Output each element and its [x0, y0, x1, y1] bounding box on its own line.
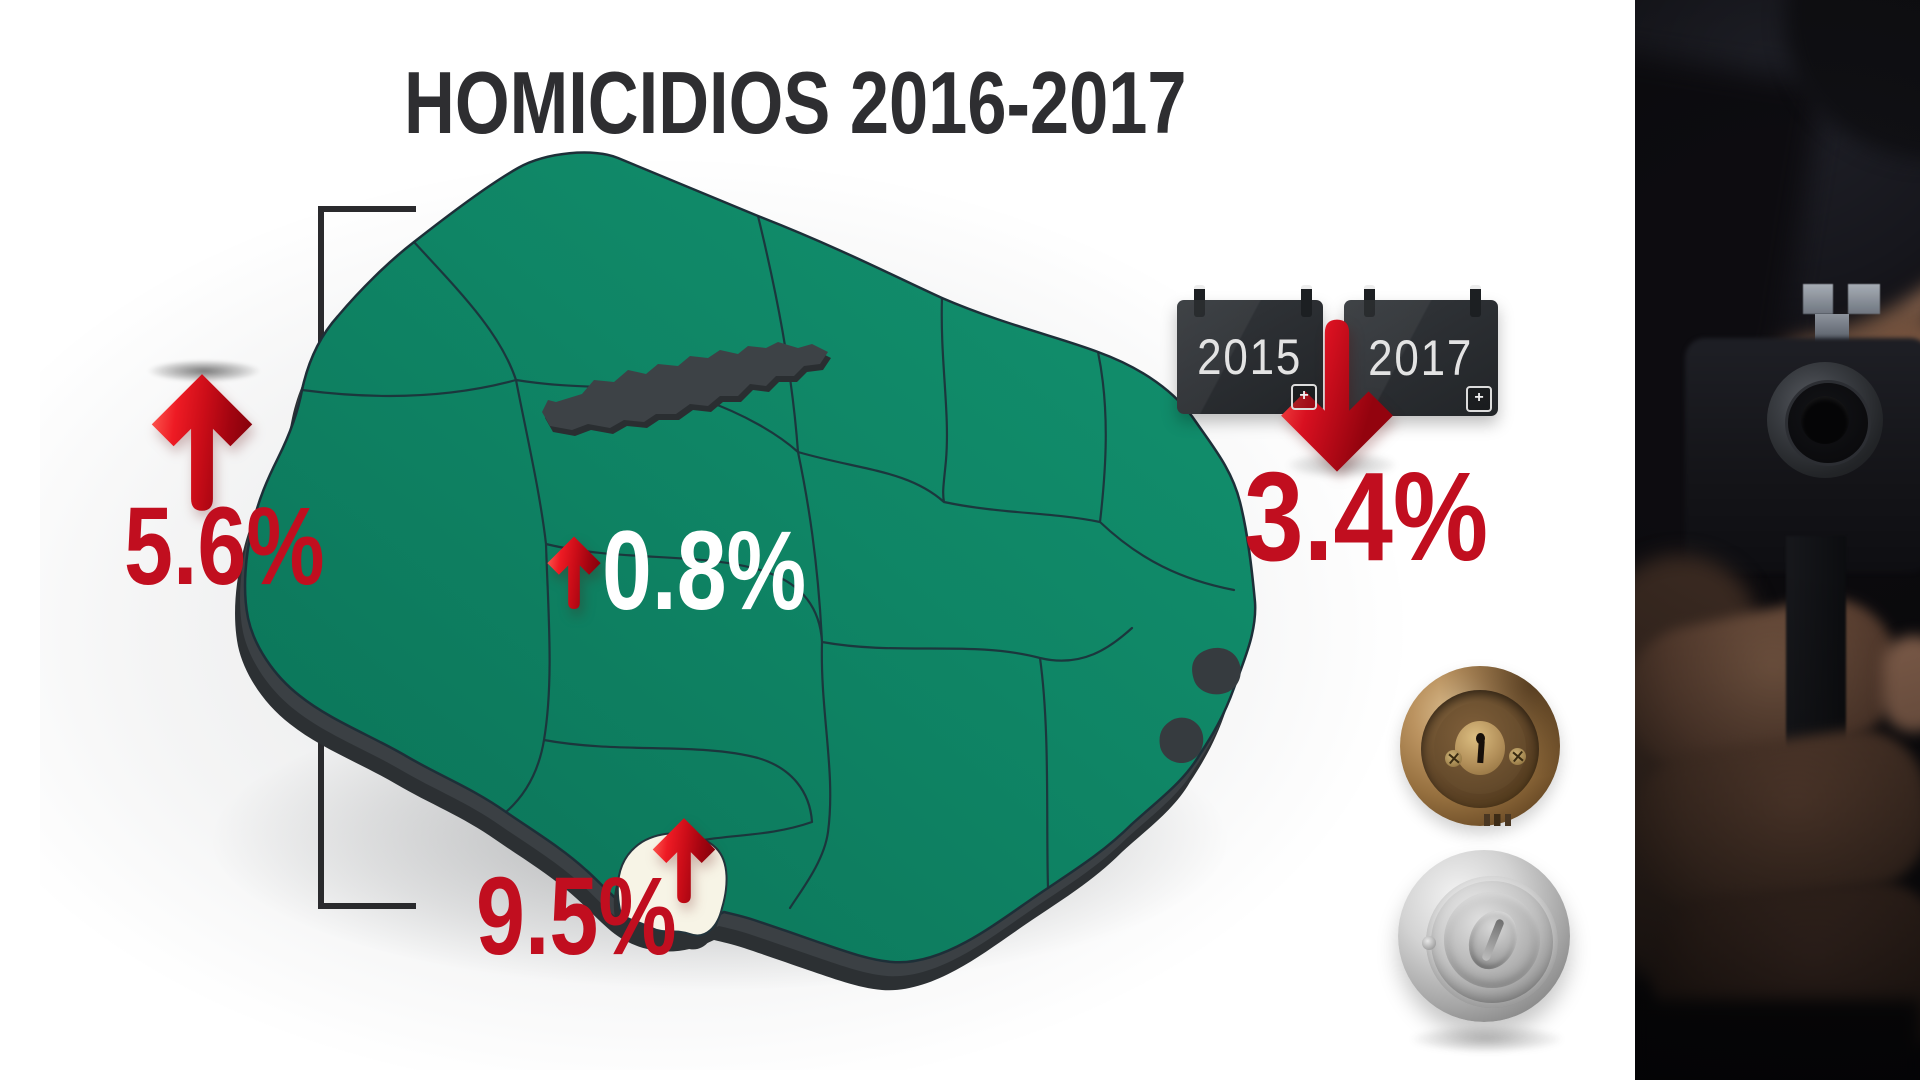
rio-negro-lake	[542, 342, 831, 436]
screw-icon	[1445, 750, 1462, 767]
laguna-east-1	[1192, 647, 1241, 695]
calendar-hanger-tab	[1301, 285, 1312, 317]
up-arrow-icon	[547, 536, 601, 609]
calendar-hanger-tab	[1470, 285, 1481, 317]
laguna-east-2	[1159, 717, 1204, 764]
deadbolt-key-plug	[1455, 721, 1505, 775]
calendar-year-start: 2015	[1197, 329, 1303, 385]
stat-interior-value: 5.6%	[124, 485, 325, 608]
calendar-hanger-tab	[1364, 285, 1375, 317]
stat-national-value: 3.4%	[1244, 446, 1489, 587]
plus-icon: +	[1291, 384, 1317, 410]
deadbolt-lock-photo	[1400, 666, 1560, 826]
calendar-hanger-tab	[1194, 285, 1205, 317]
uruguay-map	[210, 151, 1257, 991]
keyhole-icon	[1476, 733, 1485, 744]
knob-collar	[1426, 876, 1558, 1008]
knob-turn-button	[1460, 903, 1526, 977]
knob-shadow	[1412, 1026, 1562, 1052]
calendar-card-2015: 2015 +	[1177, 285, 1323, 414]
stat-center-value: 0.8%	[602, 508, 807, 633]
up-arrow-icon	[151, 374, 253, 511]
gunman-photo	[1635, 0, 1920, 1080]
deadbolt-teeth-marks	[1484, 814, 1518, 826]
stat-montevideo-value: 9.5%	[476, 855, 677, 978]
door-knob-photo	[1398, 850, 1570, 1022]
department-borders	[300, 214, 1236, 914]
deadbolt-recess	[1421, 690, 1539, 808]
keyhole-slot	[1477, 740, 1485, 764]
photo-vignette	[1635, 0, 1920, 1080]
arrow-slot-shadow	[148, 360, 260, 382]
knob-slot	[1481, 918, 1505, 962]
up-arrow-icon	[652, 818, 716, 904]
calendar-year-end: 2017	[1368, 330, 1474, 386]
page-title: HOMICIDIOS 2016-2017	[404, 53, 1187, 152]
deadbolt-face	[1434, 702, 1526, 794]
screw-icon	[1422, 936, 1436, 950]
lake-water	[542, 342, 828, 430]
screw-icon	[1509, 748, 1526, 765]
down-arrow-icon	[1281, 319, 1393, 472]
knob-face	[1444, 892, 1540, 988]
plus-icon: +	[1466, 386, 1492, 412]
